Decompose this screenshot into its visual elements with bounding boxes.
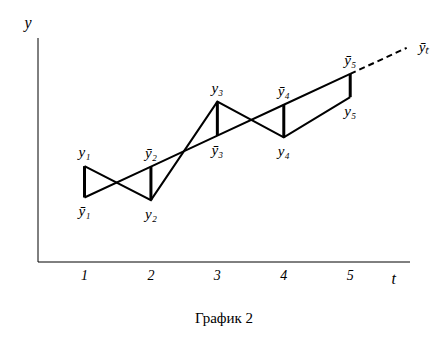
svg-text:ȳₜ: ȳₜ	[417, 39, 431, 55]
svg-text:t: t	[392, 270, 397, 287]
svg-text:ȳ₂: ȳ₂	[143, 145, 157, 161]
svg-text:y: y	[22, 14, 32, 32]
svg-text:y₄: y₄	[276, 143, 290, 159]
svg-text:y₂: y₂	[143, 206, 157, 222]
svg-text:ȳ₄: ȳ₄	[276, 83, 290, 99]
svg-text:ȳ₅: ȳ₅	[342, 52, 356, 68]
svg-text:ȳ₃: ȳ₃	[209, 142, 223, 158]
svg-text:y₁: y₁	[77, 144, 91, 160]
svg-text:2: 2	[147, 268, 154, 283]
svg-text:5: 5	[347, 268, 354, 283]
svg-text:y₃: y₃	[209, 80, 223, 96]
svg-text:1: 1	[81, 268, 88, 283]
svg-text:ȳ₁: ȳ₁	[77, 203, 91, 219]
svg-text:4: 4	[280, 268, 287, 283]
svg-text:3: 3	[213, 268, 221, 283]
svg-text:y₅: y₅	[342, 103, 356, 119]
html-text:График 2: График 2	[194, 310, 254, 326]
